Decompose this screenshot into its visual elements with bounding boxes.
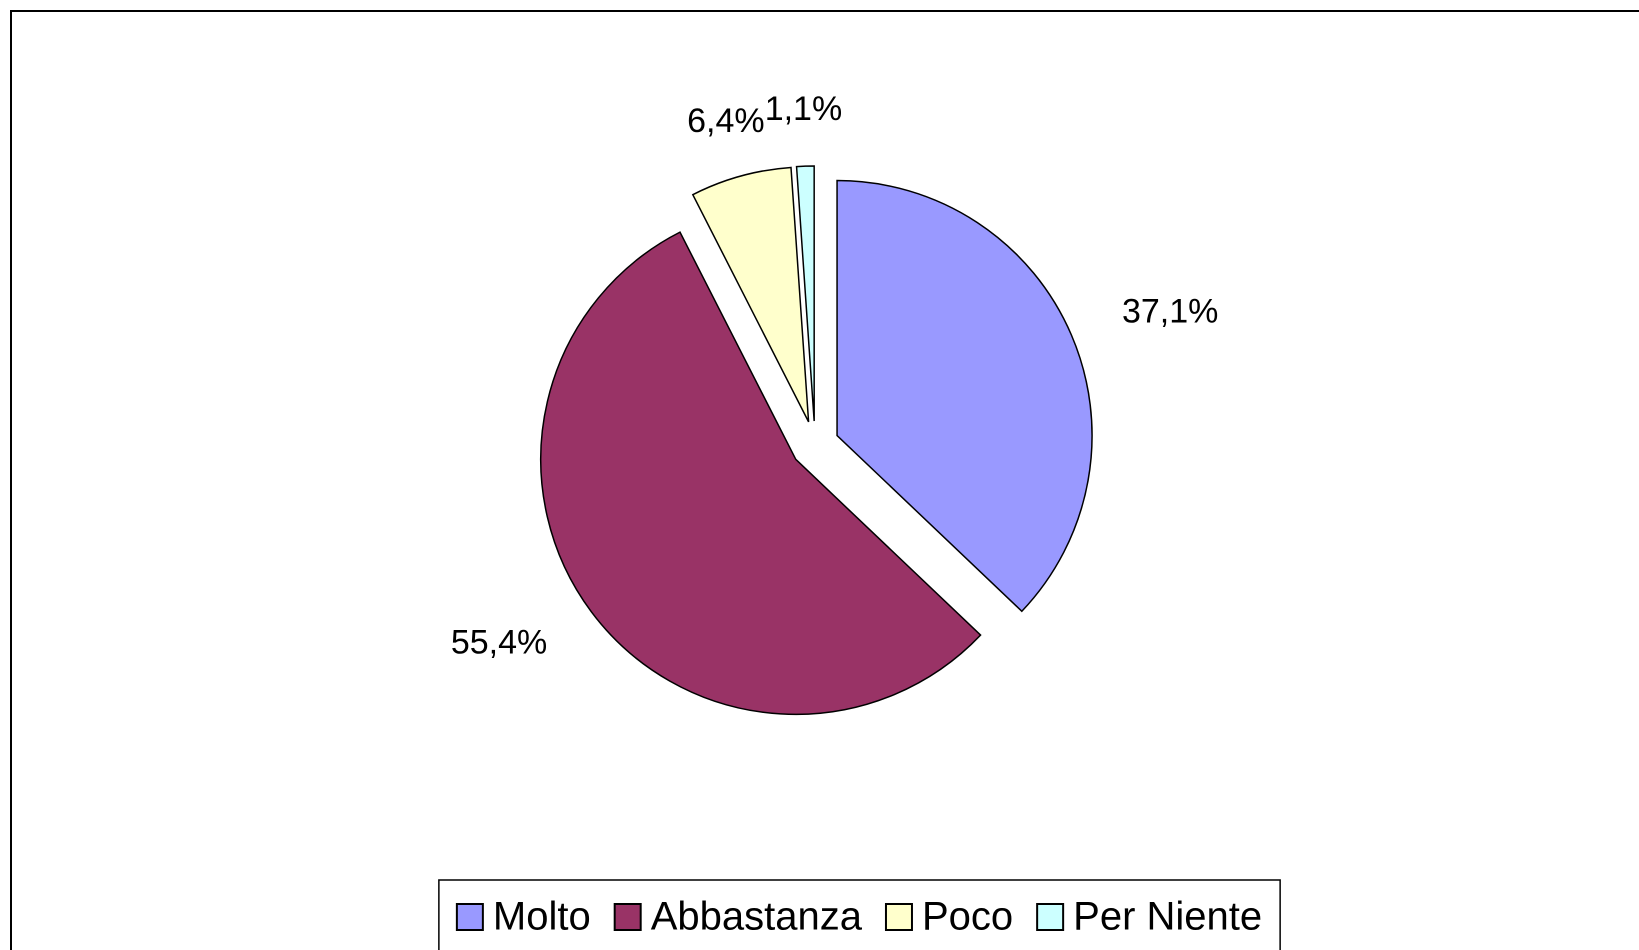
data-label: 1,1% <box>765 90 843 128</box>
legend-label: Molto <box>493 895 591 939</box>
legend-box <box>438 879 1281 950</box>
legend-label: Per Niente <box>1073 895 1262 939</box>
data-label: 55,4% <box>451 624 547 662</box>
pie-slice <box>795 165 815 422</box>
legend-swatch <box>455 903 484 931</box>
data-label: 37,1% <box>1122 292 1218 330</box>
legend-label: Poco <box>922 895 1013 939</box>
legend-swatch <box>884 903 913 931</box>
pie-slice <box>691 166 810 423</box>
legend <box>438 879 1281 950</box>
data-label: 6,4% <box>687 102 765 140</box>
legend-swatch <box>613 903 642 931</box>
pie-slice <box>540 231 982 716</box>
chart-border <box>10 10 1639 950</box>
pie-slice <box>836 179 1093 613</box>
legend-label: Abbastanza <box>651 895 863 939</box>
legend-swatch <box>1036 903 1065 931</box>
